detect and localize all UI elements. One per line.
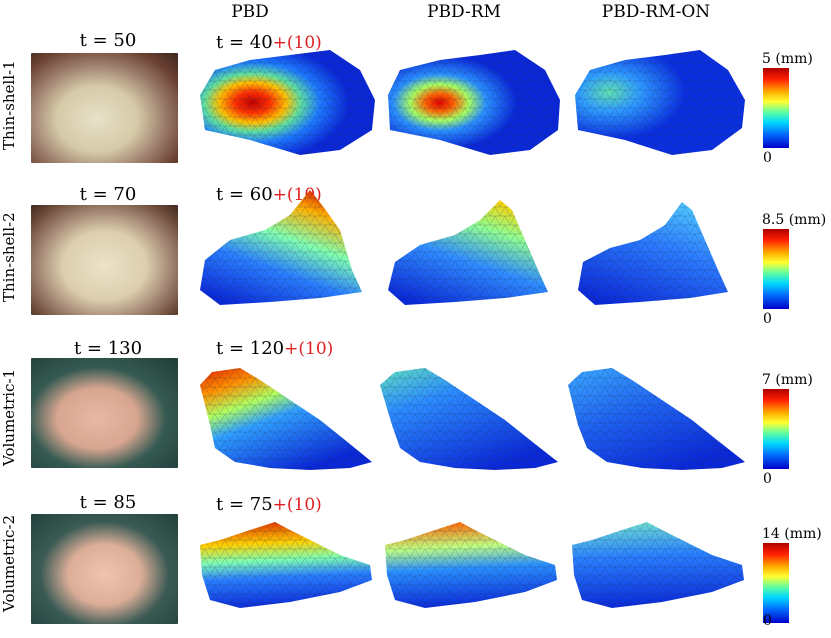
mesh-volumetric-1-pbd-rm-on [568, 368, 745, 470]
mesh-volumetric-2-pbd-rm-on [572, 522, 744, 608]
prediction-offset: +(10) [284, 339, 334, 359]
colorbar-max-label: 8.5 (mm) [762, 212, 827, 228]
prediction-offset: +(10) [272, 495, 322, 515]
mesh-thin-shell-2-pbd [200, 190, 362, 305]
observed-time-label: t = 70 [79, 184, 137, 205]
predicted-time-label: t = 75+(10) [216, 494, 322, 515]
tissue-photo [31, 514, 178, 624]
colorbar-max-label: 14 (mm) [762, 526, 822, 542]
colorbar [763, 68, 789, 148]
colorbar [763, 389, 789, 469]
predicted-time-label: t = 40+(10) [216, 32, 322, 53]
colorbar [763, 543, 789, 623]
colorbar-min-label: 0 [763, 613, 772, 629]
predicted-time-label: t = 120+(10) [216, 338, 334, 359]
tissue-photo [31, 53, 178, 163]
observed-time-label: t = 130 [73, 338, 143, 359]
tissue-photo [31, 358, 178, 468]
column-header-pbd-rm: PBD-RM [427, 2, 501, 22]
colorbar-max-label: 7 (mm) [762, 372, 813, 388]
mesh-thin-shell-1-pbd [200, 50, 375, 155]
colorbar-max-label: 5 (mm) [762, 51, 813, 67]
column-header-pbd: PBD [231, 2, 269, 22]
mesh-thin-shell-2-pbd-rm-on [578, 202, 728, 305]
mesh-volumetric-2-pbd-rm [385, 522, 557, 608]
observed-time-label: t = 85 [79, 492, 137, 513]
colorbar [763, 229, 789, 309]
mesh-thin-shell-1-pbd-rm-on [575, 50, 745, 155]
mesh-thin-shell-1-pbd-rm [388, 50, 560, 155]
mesh-volumetric-1-pbd [200, 368, 372, 470]
column-header-pbd-rm-on: PBD-RM-ON [601, 2, 711, 22]
colorbar-min-label: 0 [763, 150, 772, 166]
mesh-volumetric-2-pbd [200, 522, 372, 608]
observed-time-label: t = 50 [79, 30, 137, 51]
tissue-photo [31, 205, 178, 315]
mesh-thin-shell-2-pbd-rm [388, 200, 548, 305]
prediction-offset: +(10) [272, 33, 322, 53]
colorbar-min-label: 0 [763, 311, 772, 327]
colorbar-min-label: 0 [763, 471, 772, 487]
mesh-volumetric-1-pbd-rm [380, 368, 558, 470]
